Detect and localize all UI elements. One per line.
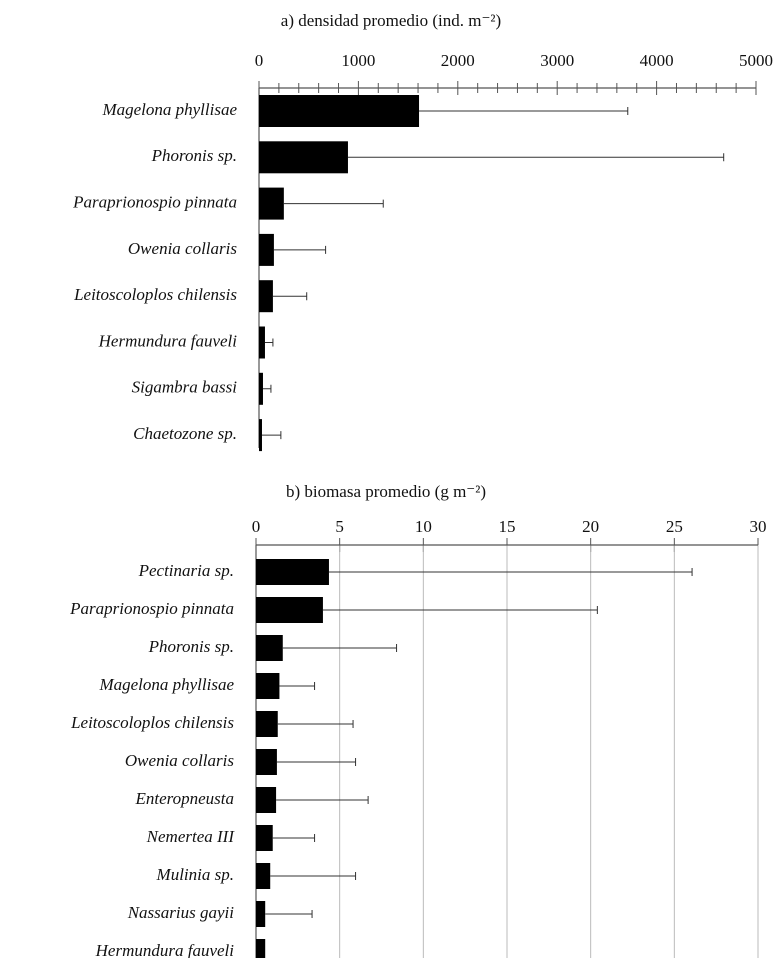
error-bar — [265, 910, 313, 918]
category-label: Hermundura fauveli — [95, 941, 235, 958]
category-label: Nassarius gayii — [127, 903, 235, 922]
x-tick-label: 15 — [499, 517, 516, 536]
bar — [259, 326, 265, 359]
error-bar — [264, 338, 274, 347]
category-label: Nemertea III — [146, 827, 236, 846]
category-label: Leitoscoloplos chilensis — [70, 713, 234, 732]
chart-title: a) densidad promedio (ind. m⁻²) — [281, 11, 501, 30]
category-label: Phoronis sp. — [148, 637, 234, 656]
error-bar — [277, 720, 354, 728]
category-label: Leitoscoloplos chilensis — [73, 285, 237, 304]
x-tick-label: 5 — [335, 517, 344, 536]
category-label: Owenia collaris — [125, 751, 234, 770]
x-tick-label: 20 — [582, 517, 599, 536]
bar — [256, 673, 280, 699]
bar — [256, 901, 266, 927]
bar — [256, 863, 271, 889]
x-tick-label: 25 — [666, 517, 683, 536]
error-bar — [273, 245, 327, 254]
bar — [256, 939, 266, 958]
error-bar — [276, 758, 357, 766]
error-bar — [272, 292, 308, 301]
category-label: Chaetozone sp. — [133, 424, 237, 443]
bar — [259, 95, 420, 127]
error-bar — [261, 431, 282, 440]
x-tick-label: 1000 — [341, 51, 375, 70]
x-tick-label: 0 — [252, 517, 261, 536]
bar — [256, 711, 278, 737]
x-tick-label: 0 — [255, 51, 264, 70]
bar — [256, 787, 277, 813]
category-label: Paraprionospio pinnata — [72, 193, 237, 212]
error-bar — [262, 384, 272, 393]
error-bar — [282, 644, 398, 652]
error-bar — [419, 107, 629, 115]
error-bar — [279, 682, 316, 690]
category-label: Magelona phyllisae — [98, 675, 234, 694]
bar — [256, 559, 329, 585]
x-tick-label: 3000 — [540, 51, 574, 70]
bar — [259, 280, 273, 313]
x-tick-label: 10 — [415, 517, 432, 536]
error-bar — [272, 834, 316, 842]
category-label: Pectinaria sp. — [138, 561, 234, 580]
category-label: Hermundura fauveli — [98, 331, 238, 350]
error-bar — [276, 796, 369, 804]
bar — [259, 233, 274, 266]
category-label: Owenia collaris — [128, 239, 237, 258]
category-label: Enteropneusta — [134, 789, 234, 808]
category-label: Magelona phyllisae — [101, 100, 237, 119]
error-bar — [322, 606, 598, 614]
bar — [256, 825, 273, 851]
x-tick-label: 4000 — [640, 51, 674, 70]
bar — [256, 635, 283, 661]
x-tick-label: 2000 — [441, 51, 475, 70]
category-label: Phoronis sp. — [151, 146, 237, 165]
bar — [256, 749, 277, 775]
bar — [259, 419, 262, 452]
error-bar — [283, 199, 384, 208]
bar — [259, 187, 284, 220]
category-label: Sigambra bassi — [132, 378, 238, 397]
bar — [259, 141, 348, 174]
error-bar — [328, 568, 693, 576]
x-tick-label: 5000 — [739, 51, 773, 70]
category-label: Mulinia sp. — [156, 865, 234, 884]
error-bar — [270, 872, 357, 880]
chart-title: b) biomasa promedio (g m⁻²) — [286, 482, 486, 501]
error-bar — [347, 153, 725, 162]
x-tick-label: 30 — [750, 517, 767, 536]
bar — [259, 372, 263, 405]
category-label: Paraprionospio pinnata — [69, 599, 234, 618]
bar — [256, 597, 323, 623]
